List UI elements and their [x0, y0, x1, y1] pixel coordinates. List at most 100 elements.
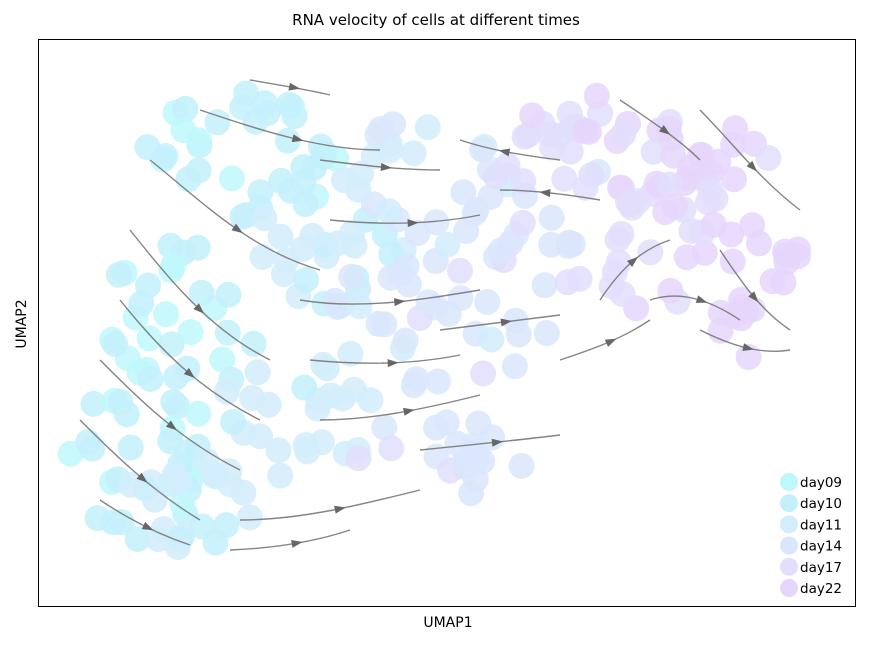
legend-label-day10: day10 [800, 496, 842, 512]
cell-point-day10 [204, 109, 231, 136]
cell-point-day17 [494, 152, 521, 179]
cell-point-day10 [215, 281, 242, 308]
cell-point-day14 [465, 410, 492, 437]
cell-point-day11 [244, 359, 271, 386]
cell-point-day14 [450, 179, 477, 206]
cell-point-day14 [533, 320, 560, 346]
cell-point-day11 [400, 140, 427, 167]
cell-point-day10 [240, 330, 267, 357]
cell-point-day09 [185, 400, 212, 427]
cell-point-day22 [657, 277, 684, 304]
velocity-arrowhead [746, 160, 758, 172]
cell-point-day10 [75, 429, 102, 456]
cell-point-day11 [267, 462, 294, 489]
velocity-arrowhead [403, 407, 415, 416]
cell-point-day10 [102, 331, 128, 357]
cell-point-day22 [739, 212, 766, 239]
velocity-arrowhead [604, 338, 617, 347]
legend-label-day17: day17 [800, 560, 842, 576]
velocity-streamline [299, 289, 481, 305]
velocity-streamline [439, 314, 561, 331]
legend-marker-day14 [780, 536, 798, 555]
cell-point-day14 [435, 300, 462, 327]
cell-point-day11 [376, 198, 403, 225]
velocity-arrowhead [291, 134, 304, 143]
velocity-streamlines [79, 79, 801, 551]
cell-point-day10 [160, 389, 187, 415]
velocity-arrowhead [695, 295, 708, 303]
velocity-arrowhead [393, 298, 406, 307]
velocity-arrowhead [387, 359, 399, 368]
cell-point-day14 [538, 204, 565, 231]
legend-label-day09: day09 [800, 475, 842, 491]
velocity-streamline [239, 489, 421, 521]
velocity-arrowhead [291, 540, 303, 548]
chart-title: RNA velocity of cells at different times [292, 11, 580, 29]
cell-point-day14 [469, 136, 495, 163]
cell-point-day11 [414, 114, 441, 141]
cell-point-day17 [509, 209, 536, 236]
cell-point-day10 [175, 166, 202, 193]
velocity-arrowhead [141, 521, 154, 531]
cell-point-day10 [184, 234, 211, 261]
cell-point-day14 [501, 353, 528, 380]
cell-point-day10 [128, 290, 155, 317]
cell-point-day10 [202, 529, 229, 556]
cell-point-day11 [294, 438, 321, 465]
velocity-arrowhead [498, 148, 511, 157]
cell-point-day17 [470, 360, 497, 387]
cell-point-day17 [656, 171, 683, 198]
cell-point-day11 [434, 231, 461, 258]
cell-point-day10 [188, 279, 215, 306]
cell-point-day22 [662, 193, 688, 220]
cell-point-day09 [218, 165, 245, 192]
velocity-arrowhead [742, 343, 754, 352]
cell-point-day17 [572, 174, 599, 201]
cell-point-day09 [136, 325, 163, 352]
velocity-streamline [649, 295, 741, 321]
velocity-streamline [199, 109, 381, 151]
cell-point-day11 [141, 486, 168, 513]
cell-point-day09 [169, 491, 196, 518]
velocity-arrowhead [193, 303, 205, 314]
cell-point-day11 [200, 461, 227, 488]
cell-point-day14 [403, 366, 430, 392]
x-axis-label: UMAP1 [423, 615, 473, 631]
legend-label-day22: day22 [800, 581, 842, 597]
cell-point-day17 [554, 269, 581, 296]
cell-point-day11 [213, 378, 240, 405]
cell-point-day17 [610, 121, 637, 148]
cell-point-day14 [453, 217, 480, 244]
cell-point-day14 [393, 253, 420, 280]
cell-point-day10 [157, 428, 184, 455]
velocity-arrowhead [165, 420, 178, 431]
cell-point-day14 [505, 321, 532, 348]
cell-point-day14 [367, 116, 394, 142]
cell-point-day14 [365, 310, 392, 337]
cell-point-day22 [739, 296, 766, 323]
cell-point-day11 [478, 326, 505, 353]
cell-point-day11 [348, 160, 375, 187]
cell-point-day17 [640, 138, 667, 165]
velocity-arrowhead [334, 505, 346, 514]
cell-point-day09 [177, 319, 204, 346]
cell-point-day11 [289, 236, 316, 263]
cell-point-day11 [270, 261, 297, 287]
cell-point-day14 [338, 263, 365, 290]
cell-point-day11 [337, 340, 364, 367]
cell-point-day22 [691, 239, 718, 266]
cell-point-day14 [463, 197, 490, 223]
cell-point-day14 [425, 368, 451, 395]
cell-point-day14 [392, 327, 419, 354]
cell-point-day14 [423, 209, 450, 236]
cell-point-day22 [655, 115, 682, 142]
cell-point-day22 [721, 166, 747, 193]
velocity-arrowhead [231, 223, 243, 234]
cell-point-day17 [637, 239, 664, 266]
cell-point-day14 [324, 294, 351, 320]
cell-point-day14 [451, 449, 478, 476]
cell-point-day10 [229, 94, 256, 121]
cell-point-day22 [770, 269, 797, 296]
cell-point-day22 [572, 117, 599, 144]
